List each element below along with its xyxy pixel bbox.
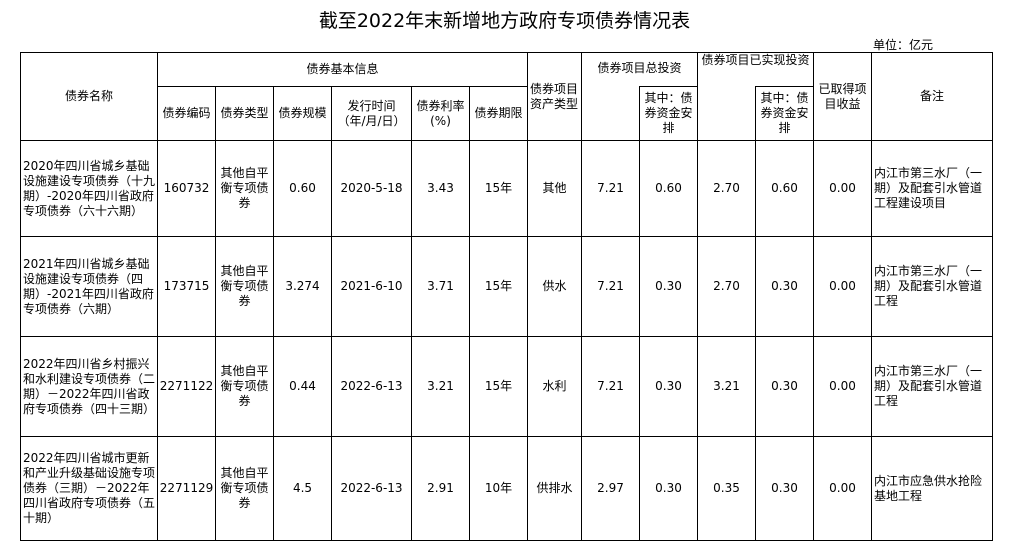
cell-scale: 3.274 [273,236,332,337]
cell-total-invest: 7.21 [581,236,640,337]
cell-revenue: 0.00 [813,436,872,541]
header-issue-date: 发行时间（年/月/日） [331,86,412,141]
cell-rate: 2.91 [411,436,470,541]
cell-revenue: 0.00 [813,236,872,337]
cell-issue-date: 2022-6-13 [331,336,412,437]
cell-realized-invest-bond: 0.30 [755,236,814,337]
cell-remark: 内江市第三水厂（一期）及配套引水管道工程 [871,336,993,437]
cell-issue-date: 2021-6-10 [331,236,412,337]
header-remark: 备注 [871,52,993,141]
cell-realized-invest-bond: 0.30 [755,436,814,541]
cell-asset-type: 水利 [527,336,582,437]
cell-name: 2020年四川省城乡基础设施建设专项债券（十九期）-2020年四川省政府专项债券… [20,140,158,237]
header-code: 债券编码 [157,86,216,141]
cell-realized-invest-bond: 0.30 [755,336,814,437]
cell-scale: 0.60 [273,140,332,237]
unit-label: 单位：亿元 [873,38,934,52]
cell-term: 15年 [469,336,528,437]
header-term: 债券期限 [469,86,528,141]
cell-remark: 内江市第三水厂（一期）及配套引水管道工程建设项目 [871,140,993,237]
cell-remark: 内江市应急供水抢险基地工程 [871,436,993,541]
header-total-invest: 债券项目总投资 [581,52,698,86]
page-title: 截至2022年末新增地方政府专项债券情况表 [318,10,691,32]
cell-rate: 3.43 [411,140,470,237]
cell-scale: 0.44 [273,336,332,437]
cell-code: 2271129 [157,436,216,541]
header-asset-type: 债券项目资产类型 [527,52,582,141]
cell-type: 其他自平衡专项债券 [215,140,274,237]
cell-code: 160732 [157,140,216,237]
cell-term: 10年 [469,436,528,541]
cell-rate: 3.21 [411,336,470,437]
cell-realized-invest: 2.70 [697,236,756,337]
cell-issue-date: 2020-5-18 [331,140,412,237]
cell-term: 15年 [469,236,528,337]
header-scale: 债券规模 [273,86,332,141]
cell-realized-invest: 3.21 [697,336,756,437]
header-basic-info: 债券基本信息 [157,52,528,87]
cell-asset-type: 供排水 [527,436,582,541]
cell-code: 2271122 [157,336,216,437]
cell-asset-type: 供水 [527,236,582,337]
header-realized-invest-bond: 其中：债券资金安排 [755,86,814,141]
cell-total-invest: 7.21 [581,140,640,237]
header-total-invest-bond: 其中：债券资金安排 [639,86,698,141]
cell-rate: 3.71 [411,236,470,337]
cell-realized-invest: 2.70 [697,140,756,237]
cell-name: 2021年四川省城乡基础设施建设专项债券（四期）-2021年四川省政府专项债券（… [20,236,158,337]
cell-total-invest-bond: 0.30 [639,336,698,437]
cell-type: 其他自平衡专项债券 [215,436,274,541]
cell-asset-type: 其他 [527,140,582,237]
cell-revenue: 0.00 [813,140,872,237]
cell-name: 2022年四川省城市更新和产业升级基础设施专项债券（三期）－2022年四川省政府… [20,436,158,541]
cell-realized-invest: 0.35 [697,436,756,541]
header-realized-invest: 债券项目已实现投资 [697,52,814,86]
cell-name: 2022年四川省乡村振兴和水利建设专项债券（二期）－2022年四川省政府专项债券… [20,336,158,437]
cell-realized-invest-bond: 0.60 [755,140,814,237]
cell-issue-date: 2022-6-13 [331,436,412,541]
cell-total-invest: 2.97 [581,436,640,541]
cell-total-invest-bond: 0.30 [639,236,698,337]
header-total-invest-blank [581,86,640,141]
cell-remark: 内江市第三水厂（一期）及配套引水管道工程 [871,236,993,337]
cell-revenue: 0.00 [813,336,872,437]
cell-scale: 4.5 [273,436,332,541]
cell-type: 其他自平衡专项债券 [215,336,274,437]
cell-term: 15年 [469,140,528,237]
header-name: 债券名称 [20,52,158,141]
cell-total-invest: 7.21 [581,336,640,437]
cell-code: 173715 [157,236,216,337]
header-type: 债券类型 [215,86,274,141]
header-revenue: 已取得项目收益 [813,52,872,141]
cell-type: 其他自平衡专项债券 [215,236,274,337]
header-realized-invest-blank [697,86,756,141]
cell-total-invest-bond: 0.60 [639,140,698,237]
cell-total-invest-bond: 0.30 [639,436,698,541]
header-rate: 债券利率(%) [411,86,470,141]
